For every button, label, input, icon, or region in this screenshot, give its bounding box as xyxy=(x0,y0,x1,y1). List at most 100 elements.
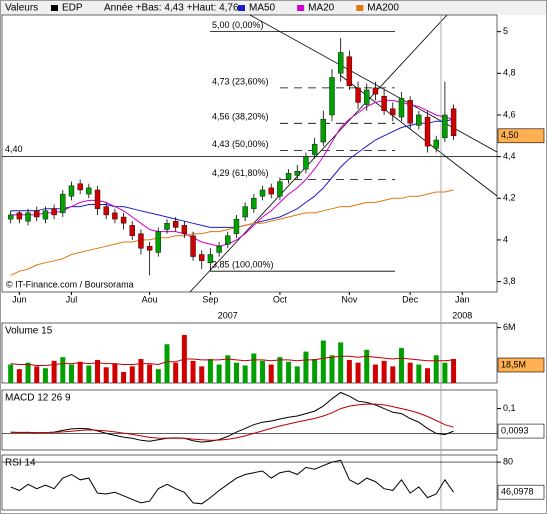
candle-body xyxy=(277,181,283,197)
candle-body xyxy=(364,89,370,105)
candle-body xyxy=(190,235,196,257)
volume-panel xyxy=(1,322,498,384)
volume-bar xyxy=(147,364,153,383)
candle-body xyxy=(450,108,457,136)
candle-body xyxy=(172,220,179,228)
volume-bar xyxy=(338,342,344,383)
volume-bar xyxy=(268,364,274,383)
year-label: 2007 xyxy=(218,310,238,320)
candle-body xyxy=(433,139,439,149)
candle-body xyxy=(207,254,214,264)
volume-bar xyxy=(260,360,266,383)
panel-title: Volume 15 xyxy=(5,326,53,337)
volume-bar xyxy=(112,363,118,383)
candle-body xyxy=(138,233,144,249)
candle-body xyxy=(155,231,162,253)
volume-bar xyxy=(77,361,83,383)
last-value-box xyxy=(497,128,545,144)
legend-label: MA20 xyxy=(308,3,335,14)
volume-bar xyxy=(433,355,439,383)
copyright: © IT-Finance.com / Boursorama xyxy=(6,279,134,289)
volume-bar xyxy=(155,369,161,383)
candle-body xyxy=(285,173,292,180)
last-value-box xyxy=(497,357,545,373)
volume-bar xyxy=(407,362,413,383)
line-series xyxy=(10,403,454,441)
volume-bar xyxy=(442,362,448,383)
candle-body xyxy=(60,193,66,214)
candle-body xyxy=(146,245,153,251)
volume-bar xyxy=(416,364,422,383)
last-value-box xyxy=(497,423,545,439)
x-tick-label: Sep xyxy=(202,294,218,304)
volume-bar xyxy=(233,362,239,383)
candle-body xyxy=(181,225,188,234)
x-tick-label: Nov xyxy=(341,294,358,304)
volume-bar xyxy=(251,353,257,383)
legend-label: MA200 xyxy=(367,3,399,14)
volume-bar xyxy=(34,366,40,383)
volume-bar xyxy=(95,359,101,383)
legend-swatch xyxy=(238,5,245,11)
x-tick-label: Jul xyxy=(66,294,78,304)
candle-body xyxy=(103,206,109,216)
candle-body xyxy=(407,100,413,124)
volume-bar xyxy=(425,368,431,383)
fib-label: 5,00 (0,00%) xyxy=(212,20,264,30)
y-tick-label: 3,8 xyxy=(503,276,516,286)
header-bar xyxy=(1,1,546,15)
candle-body xyxy=(16,212,23,220)
x-tick-label: Aou xyxy=(142,294,158,304)
candle-body xyxy=(51,208,57,216)
volume-bar xyxy=(8,364,14,383)
volume-bar xyxy=(346,359,352,383)
volume-bar xyxy=(312,359,318,383)
volume-bar xyxy=(129,366,135,383)
panel-title: RSI 14 xyxy=(5,458,36,469)
line-series xyxy=(10,189,454,276)
volume-bar xyxy=(398,347,404,383)
candle-body xyxy=(129,225,135,236)
last-value-label: 46,0978 xyxy=(501,487,534,497)
legend-label: MA50 xyxy=(249,3,276,14)
volume-bar xyxy=(294,366,300,383)
volume-bar xyxy=(381,360,387,383)
volume-bar xyxy=(190,360,196,383)
candle-body xyxy=(337,52,344,74)
candle-body xyxy=(225,235,231,245)
price-panel xyxy=(1,14,498,293)
line-series xyxy=(10,459,455,505)
fib-label: 4,43 (50,00%) xyxy=(212,139,269,149)
x-tick-label: Oct xyxy=(273,294,288,304)
macd-panel xyxy=(1,389,498,451)
volume-bar xyxy=(329,355,335,383)
y-tick-label: 4,4 xyxy=(503,151,516,161)
volume-bar xyxy=(303,351,309,383)
trend-line xyxy=(189,14,448,293)
legend-swatch xyxy=(356,5,364,11)
candle-body xyxy=(303,156,309,170)
last-value-label: 0,0093 xyxy=(501,425,529,435)
candle-body xyxy=(233,218,240,234)
line-series xyxy=(10,391,454,443)
candle-body xyxy=(94,189,101,209)
candle-body xyxy=(329,77,335,116)
candle-body xyxy=(390,108,396,116)
year-label: 2008 xyxy=(452,310,472,320)
candle-body xyxy=(294,171,300,176)
candle-body xyxy=(251,198,257,209)
candle-body xyxy=(346,56,353,87)
candle-body xyxy=(381,96,387,112)
support-label: 4,40 xyxy=(5,144,23,154)
candle-body xyxy=(42,210,49,220)
legend-swatch xyxy=(297,5,305,11)
volume-bar xyxy=(225,355,231,383)
candle-body xyxy=(77,183,83,191)
volume-bar xyxy=(390,366,396,383)
volume-bar xyxy=(68,364,74,383)
last-value-label: 18,5M xyxy=(501,359,526,369)
x-tick-label: Jan xyxy=(455,294,470,304)
rsi-panel xyxy=(1,454,498,511)
y-tick-label: 80 xyxy=(503,456,513,466)
volume-bar xyxy=(286,361,292,383)
